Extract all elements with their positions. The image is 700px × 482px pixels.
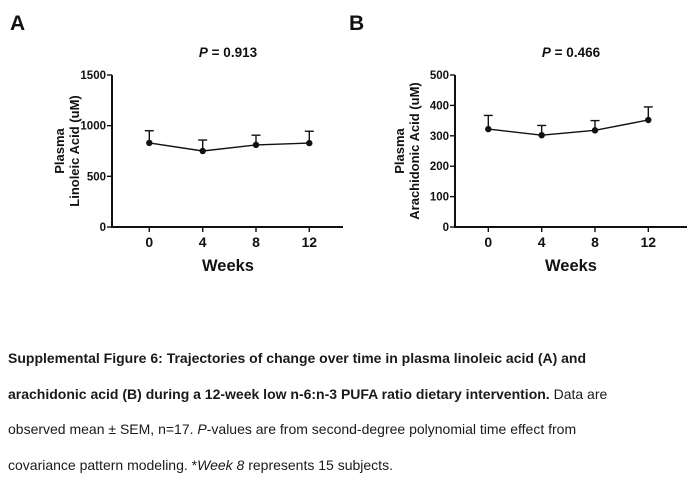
y-tick-label: 0 bbox=[100, 222, 106, 234]
y-axis-label: Plasma bbox=[52, 127, 67, 173]
data-point bbox=[485, 125, 492, 133]
caption-segment: arachidonic acid (B) during a 12-week lo… bbox=[8, 385, 550, 402]
data-point bbox=[146, 139, 153, 147]
y-tick-label: 1000 bbox=[80, 121, 106, 133]
y-axis-label: Plasma bbox=[392, 127, 407, 173]
y-tick-label: 100 bbox=[430, 192, 449, 204]
x-tick-label: 4 bbox=[199, 234, 207, 250]
data-point bbox=[199, 147, 206, 155]
caption-segment: represents 15 subjects. bbox=[244, 456, 393, 473]
data-point bbox=[306, 139, 313, 147]
caption-segment: Data are bbox=[549, 385, 608, 402]
data-line bbox=[149, 142, 310, 152]
x-tick-label: 0 bbox=[145, 234, 153, 250]
caption-segment: P bbox=[197, 421, 207, 437]
x-tick-label: 4 bbox=[538, 234, 546, 250]
caption-line: covariance pattern modeling. *Week 8 rep… bbox=[8, 448, 696, 482]
caption-segment: Week 8 bbox=[197, 456, 245, 473]
x-tick-label: 12 bbox=[641, 234, 657, 250]
y-tick-label: 0 bbox=[443, 222, 449, 234]
caption-segment: observed mean ± SEM, n=17. bbox=[8, 421, 198, 437]
data-point bbox=[591, 127, 599, 134]
x-tick-label: 8 bbox=[252, 234, 260, 250]
data-point bbox=[538, 131, 545, 139]
panel-letter-b: B bbox=[349, 12, 365, 35]
y-tick-label: 1500 bbox=[80, 70, 106, 82]
y-axis-label: Arachidonic Acid (uM) bbox=[407, 82, 422, 219]
panel-letter-a: A bbox=[10, 12, 26, 35]
figure-caption: Supplemental Figure 6: Trajectories of c… bbox=[8, 341, 696, 482]
data-line bbox=[488, 119, 649, 136]
caption-segment: covariance pattern modeling. * bbox=[8, 456, 198, 473]
y-tick-label: 500 bbox=[87, 171, 106, 183]
y-axis-label: Linoleic Acid (uM) bbox=[67, 95, 82, 206]
x-tick-label: 8 bbox=[591, 234, 599, 250]
p-value-title: P = 0.913 bbox=[199, 45, 258, 60]
data-point bbox=[645, 116, 652, 124]
x-tick-label: 12 bbox=[302, 234, 318, 250]
x-tick-label: 0 bbox=[484, 234, 492, 250]
x-axis-label: Weeks bbox=[202, 257, 254, 275]
y-tick-label: 300 bbox=[430, 131, 449, 143]
caption-segment: -values are from second-degree polynomia… bbox=[206, 421, 577, 437]
x-axis-label: Weeks bbox=[545, 257, 597, 275]
caption-line: Supplemental Figure 6: Trajectories of c… bbox=[8, 341, 696, 377]
y-tick-label: 400 bbox=[430, 100, 449, 112]
p-value-title: P = 0.466 bbox=[542, 45, 601, 60]
y-tick-label: 200 bbox=[430, 161, 449, 173]
caption-segment: Supplemental Figure 6: Trajectories of c… bbox=[8, 350, 587, 366]
y-tick-label: 500 bbox=[430, 70, 449, 82]
caption-line: arachidonic acid (B) during a 12-week lo… bbox=[8, 377, 696, 413]
data-point bbox=[252, 141, 260, 149]
caption-line: observed mean ± SEM, n=17. P-values are … bbox=[8, 412, 696, 448]
